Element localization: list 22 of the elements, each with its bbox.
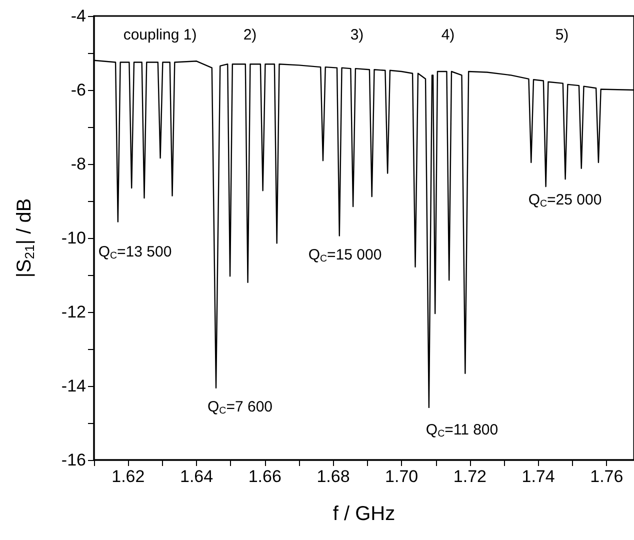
y-tick-label: -16 [61,450,86,470]
annotation: 3) [350,26,364,44]
x-tick-label: 1.62 [112,467,145,486]
y-tick-label: -10 [61,228,86,248]
annotation: coupling 1) [123,26,197,44]
x-tick-label: 1.74 [522,467,555,486]
x-tick-label: 1.66 [248,467,282,486]
annotation: 4) [441,26,455,44]
y-tick-label: -14 [61,376,86,396]
x-tick-label: 1.70 [385,467,418,486]
y-tick-label: -6 [70,80,86,100]
x-tick-label: 1.64 [180,467,214,486]
annotation: 2) [243,26,257,44]
x-tick-label: 1.72 [453,467,486,486]
annotation: 5) [555,26,569,44]
x-tick-label: 1.76 [590,467,624,486]
x-tick-label: 1.68 [316,467,350,486]
y-axis-title: |S21| / dB [14,198,37,278]
y-tick-label: -12 [61,302,86,322]
x-axis-title: f / GHz [332,503,396,525]
y-tick-label: -4 [70,6,86,26]
y-tick-label: -8 [70,154,86,174]
